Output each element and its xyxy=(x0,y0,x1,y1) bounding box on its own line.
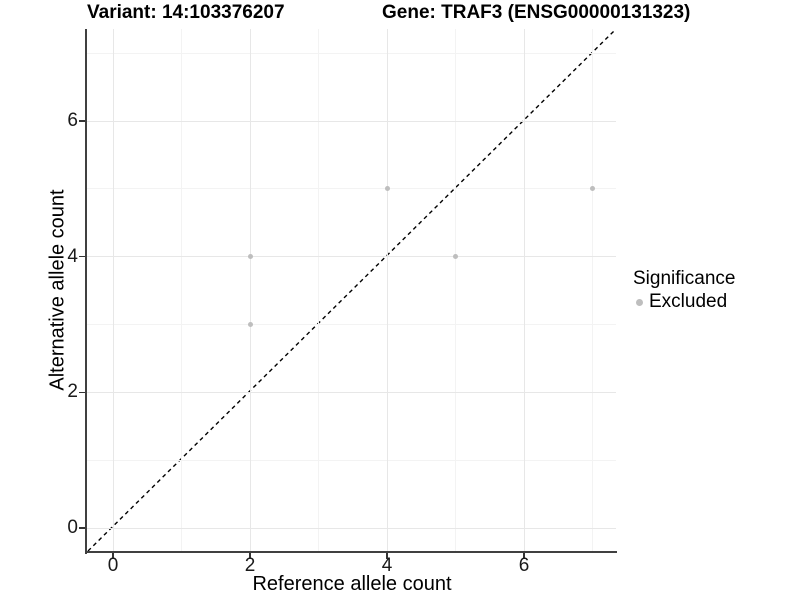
legend-item-label: Excluded xyxy=(649,291,728,312)
gridline-x-major xyxy=(249,29,251,552)
y-tick-mark xyxy=(79,527,85,529)
data-point xyxy=(590,186,595,192)
plot-title-variant: Variant: 14:103376207 xyxy=(87,2,285,23)
y-tick-label: 6 xyxy=(67,110,78,132)
gridline-x-minor xyxy=(455,29,456,552)
legend-title: Significance xyxy=(633,268,736,289)
legend: Significance Excluded xyxy=(633,268,735,313)
gridline-x-major xyxy=(523,29,525,552)
identity-dashed-line xyxy=(87,29,616,552)
gridline-x-minor xyxy=(592,29,593,552)
y-tick-label: 0 xyxy=(67,517,78,538)
gridline-y-major xyxy=(87,120,616,122)
plot-panel xyxy=(87,29,616,552)
legend-item-excluded: Excluded xyxy=(633,291,735,313)
x-tick-mark xyxy=(386,553,388,559)
gridline-y-major xyxy=(87,256,616,258)
gridline-y-minor xyxy=(87,324,616,325)
data-point xyxy=(247,322,253,327)
gridline-x-major xyxy=(386,29,388,552)
x-axis-title: Reference allele count xyxy=(252,573,452,595)
y-tick-label: 4 xyxy=(67,245,78,267)
gridline-x-major xyxy=(112,29,114,552)
gridline-y-major xyxy=(87,391,616,393)
data-point xyxy=(247,254,253,260)
gridline-y-minor xyxy=(87,52,616,54)
y-axis-title: Alternative allele count xyxy=(46,189,69,391)
x-tick-mark xyxy=(249,553,251,559)
y-axis-line xyxy=(85,29,87,554)
gridline-y-minor xyxy=(87,188,616,190)
gridline-y-minor xyxy=(87,459,616,461)
gridline-y-major xyxy=(87,527,616,529)
x-tick-label: 4 xyxy=(381,555,393,576)
y-tick-mark xyxy=(79,120,85,122)
x-tick-mark xyxy=(523,553,525,559)
y-tick-label: 2 xyxy=(67,381,78,403)
gridline-x-minor xyxy=(181,29,182,552)
x-tick-label: 0 xyxy=(107,555,119,576)
legend-point-icon xyxy=(636,298,643,306)
x-tick-label: 2 xyxy=(244,555,256,576)
x-tick-mark xyxy=(112,553,114,559)
y-tick-mark xyxy=(79,255,85,258)
y-tick-mark xyxy=(79,391,85,394)
gridline-x-minor xyxy=(318,29,319,552)
legend-items: Excluded xyxy=(633,291,735,313)
x-tick-label: 6 xyxy=(518,555,530,576)
x-axis-line xyxy=(85,551,617,553)
data-point xyxy=(384,186,390,192)
data-point xyxy=(453,254,458,260)
plot-title-gene: Gene: TRAF3 (ENSG00000131323) xyxy=(382,2,691,23)
